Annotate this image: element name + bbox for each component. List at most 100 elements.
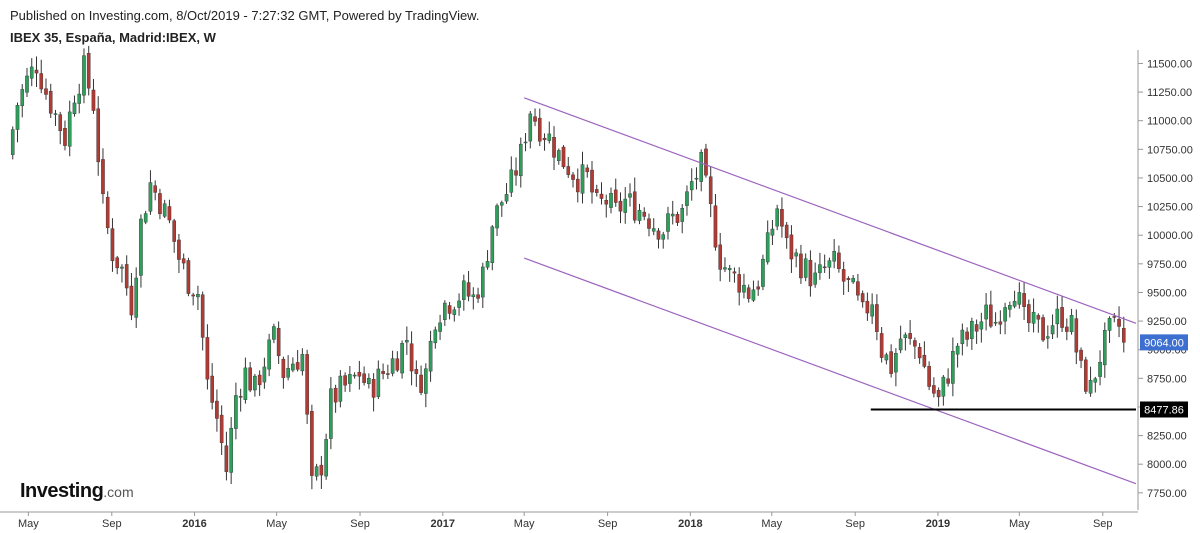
candle-body (371, 379, 376, 398)
candle-body (552, 137, 556, 158)
candle-body (276, 328, 281, 357)
candle-body (542, 137, 547, 141)
candle-body (675, 213, 680, 223)
candle-body (518, 143, 523, 177)
candle-body (115, 257, 120, 269)
candle-body (243, 367, 248, 400)
trendline-channel-lower (523, 257, 1137, 485)
candle-body (727, 268, 732, 271)
candle-body (462, 280, 466, 300)
candle-body (386, 373, 390, 375)
candle-body (53, 113, 58, 115)
candle-body (419, 374, 423, 393)
candle-body (48, 90, 53, 114)
candle-body (29, 66, 34, 79)
candle-body (794, 252, 798, 257)
candle-body (181, 258, 186, 264)
y-tick-label: 10250.00 (1147, 202, 1193, 214)
candle-body (82, 55, 86, 96)
candle-body (390, 358, 395, 374)
candle-body (400, 343, 404, 374)
candle-body (77, 93, 82, 104)
candle-body (955, 345, 960, 355)
candle-body (200, 294, 205, 338)
candle-body (932, 385, 936, 394)
x-axis: May Sep 2016 May Sep 2017 May Sep 2018 May Sep 2019… (18, 512, 1113, 530)
candle-body (485, 261, 490, 268)
candle-body (262, 366, 267, 383)
candle-body (438, 322, 442, 332)
candle-body (348, 374, 352, 384)
candle-body (922, 354, 927, 367)
price-tag-bg (1140, 401, 1188, 418)
candle-body (319, 464, 324, 476)
candle-body (936, 390, 941, 398)
candle-body (846, 278, 851, 280)
candle-body (732, 271, 737, 274)
x-tick-label: Sep (350, 518, 370, 530)
candle-body (476, 294, 480, 299)
candle-body (395, 358, 400, 371)
candle-body (248, 367, 252, 391)
candle-body (770, 228, 775, 236)
candle-body (547, 133, 552, 141)
y-tick-label: 10000.00 (1147, 230, 1193, 242)
y-tick-label: 10750.00 (1147, 144, 1193, 156)
trendlines-layer (523, 97, 1137, 485)
candle-body (556, 150, 561, 161)
candle-body (775, 208, 779, 227)
candle-body (856, 281, 860, 296)
candle-body (367, 378, 371, 384)
x-tick-label: Sep (598, 518, 618, 530)
candle-body (495, 205, 499, 229)
y-tick-label: 11500.00 (1147, 58, 1192, 70)
candle-body (1003, 307, 1007, 322)
candle-body (39, 73, 44, 90)
candle-body (832, 250, 836, 262)
candle-body (756, 286, 760, 290)
candle-body (632, 191, 637, 221)
candle-body (979, 321, 984, 330)
candle-body (504, 194, 509, 202)
candle-body (694, 177, 699, 180)
candle-body (884, 354, 889, 361)
candle-body (799, 253, 803, 279)
x-tick-label: Sep (1093, 518, 1113, 530)
candle-body (424, 368, 428, 394)
candle-body (613, 189, 618, 203)
candle-body (291, 363, 295, 371)
candle-body (737, 274, 741, 293)
candle-body (661, 234, 666, 240)
candle-body (571, 174, 575, 180)
candle-body (594, 189, 599, 193)
candle-body (780, 209, 784, 227)
candle-body (148, 182, 153, 212)
candle-body (329, 388, 333, 439)
candle-body (813, 272, 817, 285)
x-tick-label: May (514, 518, 535, 530)
candle-body (129, 285, 134, 316)
candle-body (889, 351, 893, 374)
candle-body (913, 340, 917, 347)
candle-body (67, 111, 72, 147)
candle-body (110, 228, 115, 262)
candle-body (789, 234, 794, 260)
candle-body (879, 333, 884, 358)
candle-body (941, 376, 946, 397)
candle-body (946, 378, 950, 384)
candle-body (300, 354, 305, 372)
candle-body (210, 375, 214, 403)
candle-body (965, 331, 969, 340)
candle-body (803, 258, 808, 278)
y-tick-label: 11000.00 (1147, 116, 1192, 128)
candle-body (305, 354, 309, 415)
candle-body (590, 169, 594, 193)
candle-body (310, 411, 314, 476)
candle-body (1112, 316, 1117, 318)
candle-body (894, 353, 898, 373)
candle-body (452, 309, 457, 315)
candle-body (338, 375, 343, 402)
candle-body (1107, 318, 1112, 331)
candle-body (528, 113, 533, 142)
